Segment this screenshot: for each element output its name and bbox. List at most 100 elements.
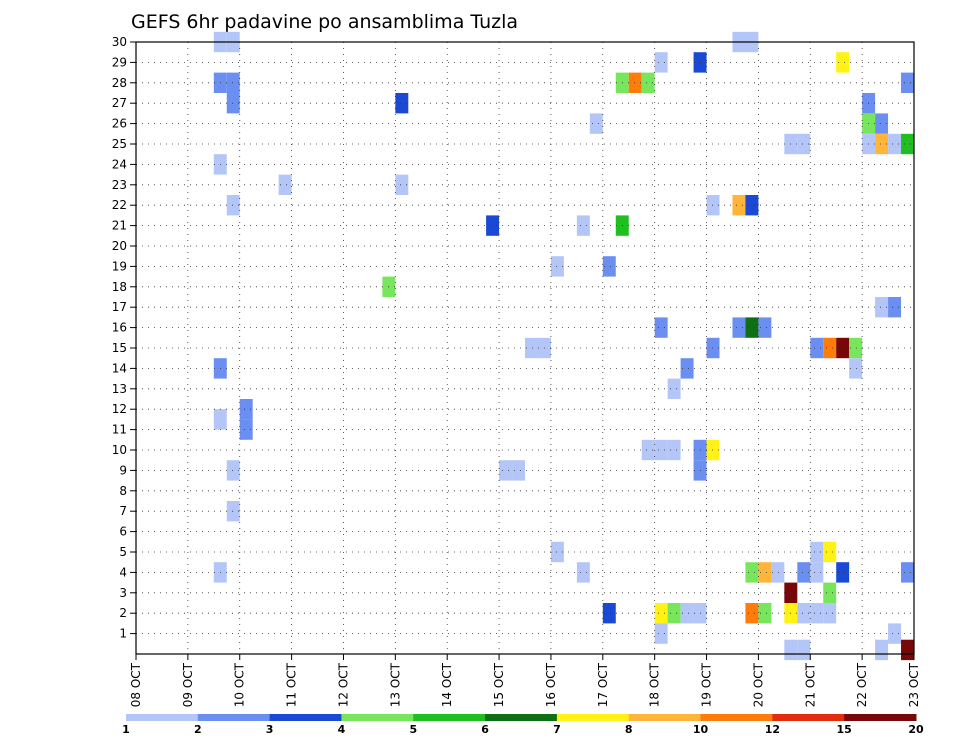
data-cell (486, 215, 500, 236)
data-cell (680, 603, 694, 624)
y-tick-label: 17 (112, 300, 127, 314)
cells-layer (213, 31, 914, 661)
colorbar-segment (126, 714, 199, 721)
data-cell (875, 113, 889, 134)
data-cell (732, 317, 746, 338)
data-cell (602, 603, 616, 624)
colorbar-label: 10 (693, 723, 709, 736)
y-tick-label: 23 (112, 178, 127, 192)
colorbar-label: 4 (338, 723, 346, 736)
data-cell (823, 337, 837, 359)
data-cell (499, 460, 513, 481)
colorbar-label: 3 (266, 723, 274, 736)
data-cell (836, 562, 850, 583)
data-cell (810, 562, 824, 583)
y-tick-label: 19 (112, 259, 127, 273)
data-cell (745, 603, 759, 624)
colorbar-label: 7 (553, 723, 561, 736)
data-cell (836, 52, 850, 73)
colorbar-label: 6 (481, 723, 489, 736)
y-tick-label: 22 (112, 198, 127, 212)
x-tick-label: 12 OCT (336, 662, 350, 707)
data-cell (771, 562, 785, 583)
data-cell (888, 623, 902, 644)
x-tick-label: 22 OCT (855, 662, 869, 707)
y-tick-label: 12 (112, 402, 127, 416)
y-tick-label: 30 (112, 35, 127, 49)
axes: 1234567891011121314151617181920212223242… (112, 35, 921, 707)
data-cell (901, 639, 914, 661)
y-tick-label: 4 (119, 565, 127, 579)
data-cell (641, 72, 655, 93)
data-cell (758, 603, 772, 624)
data-cell (797, 603, 811, 624)
y-tick-label: 9 (119, 463, 127, 477)
data-cell (836, 337, 850, 359)
y-tick-label: 21 (112, 219, 127, 233)
data-cell (680, 358, 694, 379)
y-tick-label: 24 (112, 157, 127, 171)
colorbar-segment (197, 714, 271, 721)
x-tick-label: 16 OCT (544, 662, 558, 707)
data-cell (732, 195, 746, 216)
data-cell (810, 337, 824, 359)
data-cell (641, 439, 655, 461)
data-cell (226, 460, 240, 481)
data-cell (797, 639, 811, 661)
y-tick-label: 3 (119, 586, 127, 600)
data-cell (758, 562, 772, 583)
data-cell (901, 562, 914, 583)
y-tick-label: 2 (119, 606, 127, 620)
data-cell (226, 501, 240, 522)
data-cell (239, 419, 253, 440)
data-cell (395, 174, 409, 195)
data-cell (888, 297, 902, 318)
x-tick-label: 13 OCT (388, 662, 402, 707)
data-cell (512, 460, 525, 481)
x-tick-label: 19 OCT (700, 662, 714, 707)
y-tick-label: 28 (112, 76, 127, 90)
x-tick-label: 18 OCT (648, 662, 662, 707)
y-tick-label: 13 (112, 382, 127, 396)
data-cell (654, 603, 668, 624)
data-cell (849, 337, 863, 359)
y-tick-label: 16 (112, 321, 127, 335)
x-tick-label: 10 OCT (233, 662, 247, 707)
data-cell (784, 639, 798, 661)
data-cell (239, 399, 253, 420)
x-tick-label: 20 OCT (751, 662, 765, 707)
data-cell (589, 113, 603, 134)
x-tick-label: 08 OCT (129, 662, 143, 707)
data-cell (745, 562, 759, 583)
colorbar-label: 8 (625, 723, 633, 736)
colorbar-segment (341, 714, 414, 721)
data-cell (758, 317, 772, 338)
data-cell (654, 52, 668, 73)
y-tick-label: 29 (112, 55, 127, 69)
y-tick-label: 25 (112, 137, 127, 151)
x-tick-label: 11 OCT (285, 662, 299, 707)
data-cell (875, 133, 889, 155)
colorbar-segment (556, 714, 630, 721)
colorbar: 1 2 3 4 5 6 7 8 10 12 15 20 (122, 714, 924, 736)
data-cell (888, 133, 902, 155)
data-cell (667, 378, 681, 399)
data-cell (550, 256, 564, 277)
data-cell (901, 133, 914, 155)
colorbar-segment (844, 714, 917, 721)
y-tick-label: 14 (112, 361, 127, 375)
x-tick-label: 14 OCT (440, 662, 454, 707)
data-cell (226, 72, 240, 93)
data-cell (706, 195, 720, 216)
colorbar-label: 5 (409, 723, 417, 736)
data-cell (797, 562, 811, 583)
data-cell (654, 317, 668, 338)
data-cell (810, 541, 824, 563)
data-cell (823, 603, 837, 624)
data-cell (576, 215, 590, 236)
colorbar-label: 20 (908, 723, 924, 736)
y-tick-label: 26 (112, 117, 127, 131)
x-tick-label: 17 OCT (596, 662, 610, 707)
y-tick-label: 5 (119, 545, 127, 559)
